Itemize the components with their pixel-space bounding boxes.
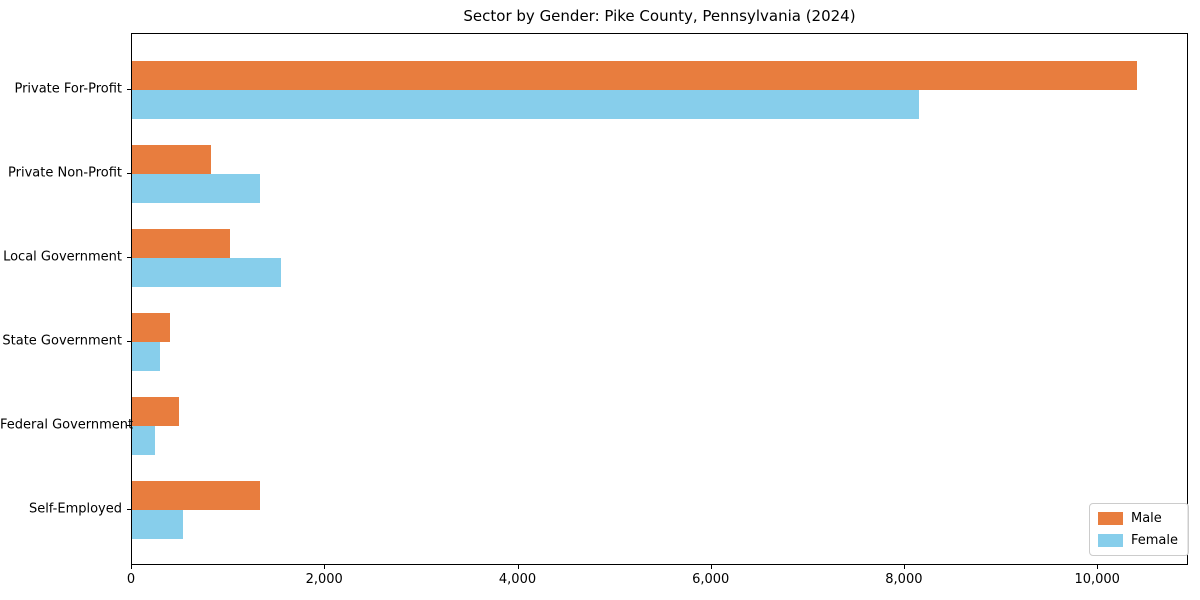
- x-tick-mark: [324, 565, 326, 569]
- bar-female-2: [132, 173, 260, 203]
- bar-male-5: [132, 396, 180, 426]
- legend-label-female: Female: [1131, 533, 1179, 548]
- bar-male-2: [132, 144, 212, 174]
- x-tick-mark: [710, 565, 712, 569]
- y-tick-label: Local Government: [3, 249, 122, 264]
- y-tick-mark: [127, 172, 131, 174]
- legend: Male Female: [1089, 503, 1190, 556]
- x-tick-mark: [903, 565, 905, 569]
- y-tick-mark: [127, 256, 131, 258]
- x-tick-mark: [1097, 565, 1099, 569]
- y-tick-label: Private For-Profit: [14, 81, 122, 96]
- legend-entry-male: Male: [1098, 511, 1178, 526]
- female-series-swatch: [1098, 534, 1123, 547]
- bar-female-3: [132, 257, 281, 287]
- y-tick-label: Federal Government: [0, 417, 134, 432]
- x-tick-mark: [131, 565, 132, 569]
- bar-male-3: [132, 228, 230, 258]
- bar-female-5: [132, 425, 156, 455]
- y-tick-mark: [127, 340, 131, 342]
- x-tick-label: 8,000: [885, 572, 923, 587]
- y-tick-mark: [127, 88, 131, 90]
- legend-entry-female: Female: [1098, 533, 1178, 548]
- y-tick-label: Private Non-Profit: [8, 165, 122, 180]
- x-tick-label: 2,000: [305, 572, 343, 587]
- x-tick-label: 0: [126, 572, 136, 587]
- y-tick-label: Self-Employed: [28, 501, 122, 516]
- chart-title: Sector by Gender: Pike County, Pennsylva…: [463, 7, 856, 25]
- x-tick-label: 4,000: [498, 572, 537, 587]
- male-series-swatch: [1098, 512, 1123, 525]
- y-tick-mark: [127, 508, 131, 510]
- bar-female-4: [132, 341, 160, 371]
- bar-female-1: [132, 89, 920, 119]
- y-tick-mark: [127, 424, 131, 426]
- bar-male-4: [132, 312, 170, 342]
- bar-female-6: [132, 509, 184, 539]
- plot-area: [131, 33, 1188, 565]
- x-tick-mark: [517, 565, 519, 569]
- bar-male-6: [132, 480, 260, 510]
- y-tick-label: State Government: [2, 333, 122, 348]
- legend-label-male: Male: [1131, 511, 1162, 526]
- x-tick-label: 6,000: [692, 572, 730, 587]
- x-tick-label: 10,000: [1074, 572, 1120, 587]
- bar-male-1: [132, 60, 1137, 90]
